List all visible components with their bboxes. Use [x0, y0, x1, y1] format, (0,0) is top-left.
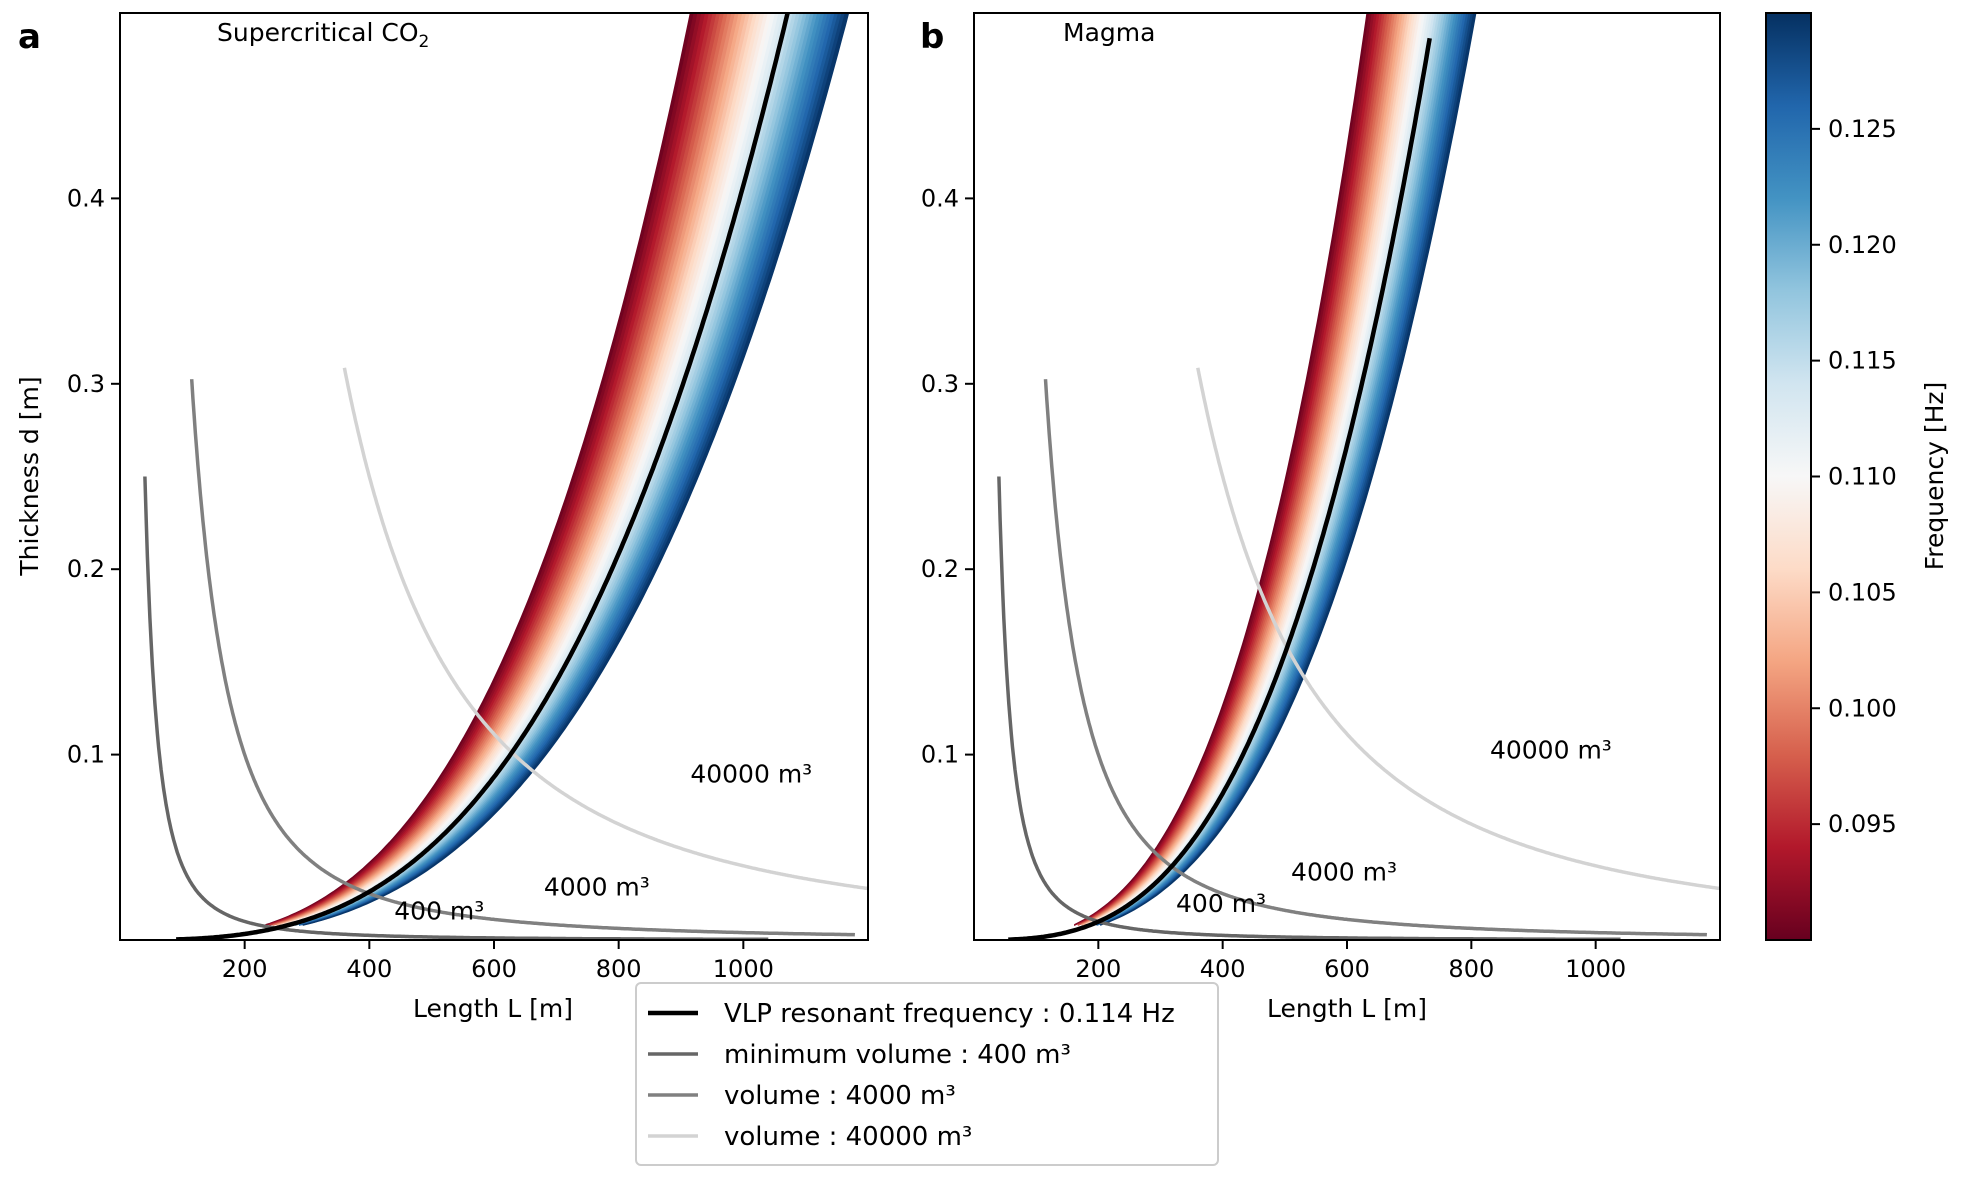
curve-label-40000: 40000 m³ [1490, 735, 1612, 764]
volume-curve-40000 [342, 367, 868, 891]
panel-b: 200 400 600 800 1000 0.1 0.2 0.3 0.4 b Magma Le… [920, 12, 1721, 1023]
colorbar-tick-label: 0.110 [1828, 463, 1897, 491]
x-tick-label: 400 [346, 955, 392, 983]
panel-a: 200 400 600 800 1000 0.1 0.2 0.3 0.4 a Supercri… [15, 12, 869, 1023]
resonance-curve [1008, 37, 1432, 940]
colorbar-tick-label: 0.125 [1828, 115, 1897, 143]
colorbar-ticks: 0.095 0.100 0.105 0.110 0.115 0.120 0.125 [1811, 115, 1897, 838]
x-tick-label: 600 [1324, 955, 1370, 983]
volume-curve-4000 [1043, 379, 1708, 937]
legend-label: volume : 4000 m³ [724, 1081, 956, 1111]
y-tick-label: 0.2 [921, 555, 959, 583]
y-tick-label: 0.4 [921, 184, 959, 212]
volume-curve-4000 [189, 379, 856, 937]
x-tick-label: 800 [596, 955, 642, 983]
y-tick-label: 0.2 [67, 555, 105, 583]
curve-label-400: 400 m³ [1176, 889, 1266, 918]
colorbar-tick-label: 0.120 [1828, 231, 1897, 259]
legend-label: volume : 40000 m³ [724, 1122, 972, 1152]
colorbar-tick-label: 0.105 [1828, 578, 1897, 606]
curve-label-4000: 4000 m³ [1291, 858, 1397, 887]
panel-title-b: Magma [1063, 18, 1155, 47]
legend: VLP resonant frequency : 0.114 Hz minimum… [635, 982, 1219, 1166]
legend-label: minimum volume : 400 m³ [724, 1040, 1071, 1070]
frequency-band-strip [302, 13, 850, 926]
colorbar: 0.095 0.100 0.105 0.110 0.115 0.120 0.125 Freq… [1765, 12, 1949, 941]
y-axis-label-a: Thickness d [m] [15, 376, 44, 576]
colorbar-tick-label: 0.115 [1828, 347, 1897, 375]
panel-title-a: Supercritical CO2 [217, 18, 429, 52]
colorbar-label: Frequency [Hz] [1920, 382, 1949, 571]
panel-letter-b: b [920, 17, 944, 57]
x-tick-label: 200 [1075, 955, 1121, 983]
volume-curve-400 [143, 476, 769, 940]
x-axis-label-a: Length L [m] [413, 994, 573, 1023]
legend-label: VLP resonant frequency : 0.114 Hz [724, 999, 1175, 1029]
y-tick-label: 0.1 [67, 741, 105, 769]
legend-items: VLP resonant frequency : 0.114 Hz minimum… [648, 999, 1175, 1152]
colorbar-gradient [1765, 12, 1812, 941]
curve-label-400: 400 m³ [394, 897, 484, 926]
panel-title-a-main: Supercritical CO [217, 18, 419, 47]
legend-box [635, 982, 1219, 1166]
x-tick-label: 400 [1200, 955, 1246, 983]
x-ticks-b: 200 400 600 800 1000 [1075, 940, 1626, 983]
y-tick-label: 0.1 [921, 741, 959, 769]
x-tick-label: 1000 [713, 955, 774, 983]
x-tick-label: 1000 [1565, 955, 1626, 983]
y-tick-label: 0.4 [67, 184, 105, 212]
x-axis-label-b: Length L [m] [1267, 994, 1427, 1023]
y-tick-label: 0.3 [67, 370, 105, 398]
volume-curve-40000 [1196, 367, 1720, 891]
panel-letter-a: a [18, 17, 41, 57]
panel-title-a-subscript: 2 [419, 32, 430, 52]
frequency-field-b [1074, 13, 1477, 926]
colorbar-tick-label: 0.095 [1828, 810, 1897, 838]
y-ticks-b: 0.1 0.2 0.3 0.4 [921, 184, 974, 769]
x-tick-label: 200 [222, 955, 268, 983]
y-tick-label: 0.3 [921, 370, 959, 398]
curve-label-4000: 4000 m³ [544, 873, 650, 902]
curve-label-40000: 40000 m³ [690, 759, 812, 788]
y-ticks-a: 0.1 0.2 0.3 0.4 [67, 184, 120, 769]
x-tick-label: 600 [471, 955, 517, 983]
x-ticks-a: 200 400 600 800 1000 [222, 940, 774, 983]
resonance-curve [176, 13, 790, 940]
x-tick-label: 800 [1448, 955, 1494, 983]
colorbar-tick-label: 0.100 [1828, 694, 1897, 722]
